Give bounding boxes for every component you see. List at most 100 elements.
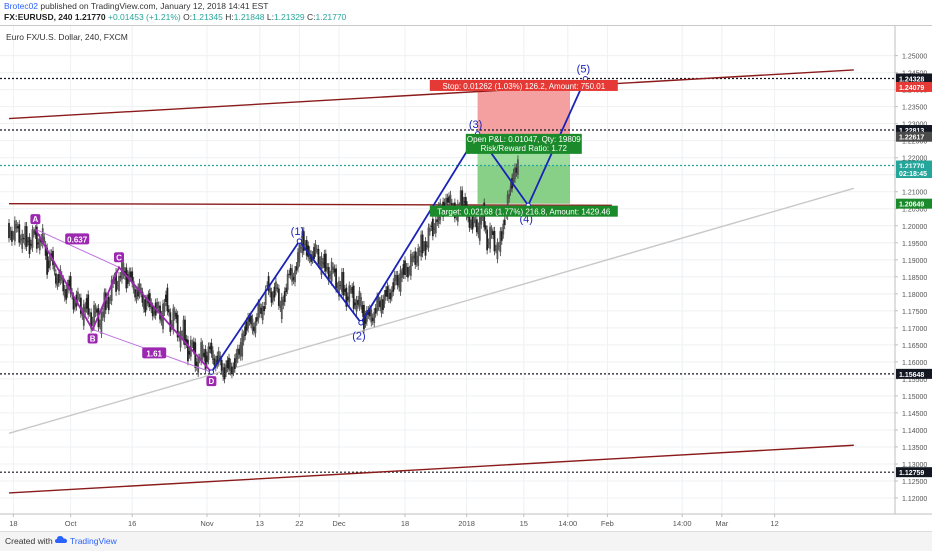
candle-body: [402, 264, 405, 275]
candle-body: [377, 296, 380, 307]
author-link[interactable]: Brotec02: [4, 1, 39, 11]
wave-label: (2): [352, 331, 365, 343]
candle-body: [79, 297, 82, 314]
x-tick-label: 2018: [458, 519, 475, 528]
candle-body: [44, 245, 47, 256]
y-tick-label: 1.18500: [902, 275, 927, 282]
ohlc-high-value: 1.21848: [233, 12, 265, 22]
candle-body: [289, 267, 292, 276]
candle-body: [461, 190, 464, 209]
candle-body: [446, 197, 449, 203]
candle-body: [192, 341, 195, 351]
candle-body: [60, 275, 63, 280]
candle-body: [33, 231, 35, 234]
candle-body: [408, 269, 411, 272]
abcd-label-badge: [114, 252, 124, 263]
candle-body: [412, 255, 415, 259]
candle-body: [15, 224, 18, 229]
candle-body: [489, 226, 491, 249]
candle-body: [137, 287, 139, 297]
candle-body: [355, 299, 358, 312]
candle-body: [434, 219, 437, 234]
candle-body: [411, 256, 414, 263]
candle-body: [132, 281, 135, 290]
price-badge-label: 1.22813: [899, 128, 924, 135]
support-trendline-line: [8, 187, 854, 435]
price-badge-label: 1.20649: [899, 202, 924, 209]
candle-body: [285, 287, 288, 293]
candle-body: [409, 253, 412, 276]
candle-body: [153, 310, 156, 315]
candle-body: [273, 286, 276, 298]
ohlc-open-key: O:: [183, 12, 193, 22]
candle-body: [333, 268, 336, 273]
candle-body: [131, 271, 134, 284]
abcd-label-badge: [206, 376, 217, 387]
candle-body: [468, 216, 471, 228]
candle-body: [314, 244, 317, 253]
created-with-text: Created with: [5, 536, 53, 546]
candle-body: [116, 284, 119, 286]
candle-body: [282, 299, 285, 306]
candle-body: [354, 302, 357, 306]
candle-body: [107, 296, 110, 311]
chart-area[interactable]: A B C D 0.637 1.61 (1) (2) (3) (4) (5) Stop: 0.0126…: [0, 26, 932, 531]
candle-body: [104, 292, 107, 310]
candle-body: [160, 314, 163, 322]
candle-body: [222, 367, 225, 377]
candle-body: [228, 357, 230, 370]
candle-body: [324, 253, 327, 272]
candle-body: [84, 306, 87, 312]
candle-body: [477, 226, 480, 235]
candle-body: [209, 346, 211, 349]
candle-body: [275, 281, 277, 292]
candle-body: [292, 276, 295, 281]
candle-body: [276, 287, 279, 289]
candle-body: [346, 296, 349, 301]
candle-body: [349, 289, 352, 290]
tradingview-brand-link[interactable]: TradingView: [70, 536, 117, 546]
candle-body: [16, 226, 19, 229]
candle-body: [87, 294, 90, 315]
candle-body: [376, 296, 379, 312]
price-badge-label: 1.15648: [899, 372, 924, 379]
candle-body: [332, 266, 335, 270]
price-badge: [896, 368, 932, 379]
target-label-box: [429, 205, 618, 217]
candle-body: [427, 227, 430, 248]
candle-body: [211, 350, 214, 360]
candle-body: [47, 260, 50, 269]
candle-body: [426, 245, 428, 247]
candle-body: [392, 282, 395, 292]
candle-body: [187, 339, 189, 362]
candle-body: [329, 274, 332, 276]
price-badge: [896, 131, 932, 142]
candle-body: [129, 271, 132, 278]
price-badge-label: 1.24328: [899, 76, 924, 83]
abcd-label-badge: [30, 214, 41, 225]
candle-body: [43, 236, 46, 243]
open-pnl-box: [465, 133, 582, 154]
candle-body: [37, 242, 40, 245]
wave-label: (3): [469, 119, 482, 131]
candle-body: [474, 219, 477, 224]
candle-body: [185, 338, 188, 344]
candle-body: [393, 274, 396, 286]
profit-zone: [477, 165, 570, 204]
candle-body: [418, 250, 421, 253]
candle-body: [144, 299, 147, 313]
candle-body: [502, 223, 505, 235]
candle-body: [261, 306, 264, 321]
candle-body: [445, 197, 447, 210]
candle-body: [56, 278, 59, 286]
candle-body: [490, 229, 493, 235]
x-tick-label: 15: [520, 519, 528, 528]
candle-body: [279, 304, 282, 308]
candle-body: [509, 186, 512, 192]
candle-body: [9, 230, 12, 237]
candle-body: [49, 253, 51, 267]
y-tick-label: 1.20000: [902, 224, 927, 231]
candle-body: [313, 247, 315, 259]
candle-body: [424, 241, 427, 256]
